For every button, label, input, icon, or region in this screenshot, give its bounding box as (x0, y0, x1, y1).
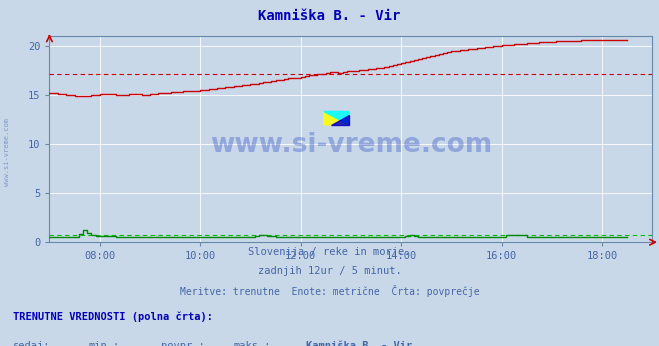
Text: Slovenija / reke in morje.: Slovenija / reke in morje. (248, 247, 411, 257)
Text: Kamniška B. - Vir: Kamniška B. - Vir (258, 9, 401, 22)
Text: povpr.:: povpr.: (161, 341, 205, 346)
Text: maks.:: maks.: (234, 341, 272, 346)
Polygon shape (331, 116, 349, 125)
Text: Kamniška B. - Vir: Kamniška B. - Vir (306, 341, 413, 346)
Text: www.si-vreme.com: www.si-vreme.com (210, 133, 492, 158)
Polygon shape (324, 111, 349, 125)
Text: sedaj:: sedaj: (13, 341, 51, 346)
Text: zadnjih 12ur / 5 minut.: zadnjih 12ur / 5 minut. (258, 266, 401, 276)
Text: www.si-vreme.com: www.si-vreme.com (3, 118, 10, 186)
Polygon shape (324, 111, 349, 125)
Text: Meritve: trenutne  Enote: metrične  Črta: povprečje: Meritve: trenutne Enote: metrične Črta: … (180, 285, 479, 298)
Text: min.:: min.: (89, 341, 120, 346)
Text: TRENUTNE VREDNOSTI (polna črta):: TRENUTNE VREDNOSTI (polna črta): (13, 311, 213, 322)
